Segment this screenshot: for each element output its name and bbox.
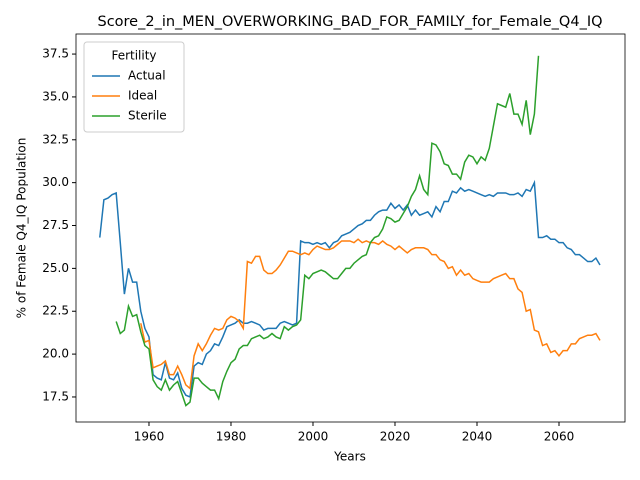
legend-label: Ideal [128, 89, 157, 103]
x-tick-label: 2060 [544, 430, 575, 444]
legend-box [83, 41, 185, 133]
y-tick-label: 20.0 [42, 347, 69, 361]
legend-label: Sterile [128, 109, 167, 123]
y-tick-label: 25.0 [42, 261, 69, 275]
y-tick-label: 37.5 [42, 47, 69, 61]
legend-title: Fertility [111, 49, 156, 63]
x-tick-label: 2020 [380, 430, 411, 444]
y-tick-label: 30.0 [42, 175, 69, 189]
y-tick-label: 27.5 [42, 218, 69, 232]
series-line [99, 179, 601, 399]
x-tick-label: 1960 [134, 430, 165, 444]
y-axis-label: % of Female Q4_IQ Population [15, 138, 29, 319]
x-tick-label: 2000 [298, 430, 329, 444]
legend-label: Actual [128, 69, 166, 83]
y-tick-label: 35.0 [42, 89, 69, 103]
plot-frame [75, 33, 626, 423]
chart-title: Score_2_in_MEN_OVERWORKING_BAD_FOR_FAMIL… [97, 14, 602, 30]
y-tick-label: 32.5 [42, 132, 69, 146]
x-tick-label: 1980 [216, 430, 247, 444]
y-tick-label: 17.5 [42, 389, 69, 403]
series-line [115, 55, 540, 407]
y-tick-label: 22.5 [42, 304, 69, 318]
x-tick-label: 2040 [462, 430, 493, 444]
x-axis-label: Years [333, 450, 366, 464]
